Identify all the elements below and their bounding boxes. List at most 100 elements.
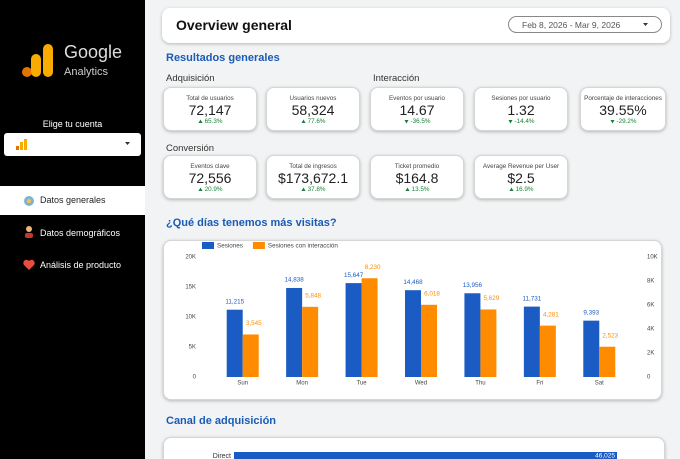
kpi-value: 14.67 [399, 102, 435, 118]
kpi-value: 58,324 [291, 102, 335, 118]
kpi-label: Total de usuarios [186, 95, 234, 102]
logo-subtitle: Analytics [64, 66, 109, 78]
delta-arrow [404, 119, 409, 123]
bar-value-label: 8,230 [365, 264, 381, 271]
kpi-label: Total de ingresos [289, 163, 337, 170]
group-title: Adquisición [166, 73, 215, 84]
page-title: Overview general [176, 17, 292, 33]
y-tick-label: Direct [213, 453, 231, 459]
y2-tick-label: 8K [647, 279, 654, 285]
kpi-card: Porcentaje de interacciones 39.55% -29.2% [580, 87, 666, 131]
bar [226, 309, 243, 377]
nav-item[interactable]: Datos demográficos [40, 228, 121, 238]
caret [643, 23, 648, 26]
bar [302, 306, 319, 377]
delta-arrow [405, 187, 410, 191]
bar-value-label: 11,731 [522, 295, 541, 302]
x-tick-label: Wed [415, 381, 427, 387]
kpi-value: 72,556 [188, 170, 232, 186]
delta-arrow [508, 119, 513, 123]
bar [599, 346, 616, 377]
logo-icon [22, 44, 53, 77]
kpi-delta: 16.9% [475, 186, 567, 193]
bar-value-label: 5,629 [484, 295, 500, 302]
legend-swatch [252, 242, 265, 249]
y2-tick-label: 4K [647, 327, 654, 333]
y2-tick-label: 2K [647, 351, 654, 357]
bar [242, 334, 259, 377]
kpi-delta: 20.9% [164, 186, 256, 193]
bar [405, 290, 421, 377]
bar [539, 325, 556, 377]
bar-value-label: 14,468 [403, 279, 423, 286]
kpi-card: Average Revenue per User $2.5 16.9% [474, 155, 568, 199]
bar [583, 320, 600, 377]
bar-value-label: 6,018 [424, 290, 440, 297]
nav-icons [23, 196, 35, 270]
sidebar: Google Analytics Elige tu cuenta Datos g… [0, 0, 145, 459]
account-label: Elige tu cuenta [42, 119, 103, 129]
kpi-value: 72,147 [188, 102, 232, 118]
account-icon [16, 139, 27, 150]
bar-value-label: 4,281 [543, 311, 559, 318]
kpi-delta: 37.8% [267, 186, 359, 193]
bar [345, 283, 362, 377]
kpi-card: Ticket promedio $164.8 13.5% [370, 155, 464, 199]
bar [234, 452, 617, 459]
kpi-label: Porcentaje de interacciones [584, 95, 662, 102]
kpi-label: Sesiones por usuario [491, 95, 551, 102]
group-title: Interacción [373, 73, 420, 84]
legend-label: Sesiones [217, 243, 243, 250]
y-tick-label: 10K [185, 315, 196, 321]
x-tick-label: Fri [536, 381, 543, 387]
logo-title: Google [64, 42, 123, 62]
group-title: Conversión [166, 143, 215, 154]
legend-label: Sesiones con interacción [268, 243, 339, 250]
kpi-delta: 77.6% [267, 118, 359, 125]
kpi-delta: -29.2% [581, 118, 665, 125]
chart-title: Canal de adquisición [166, 415, 276, 427]
chart-title: ¿Qué días tenemos más visitas? [166, 217, 337, 229]
bar [361, 278, 378, 377]
bar [480, 309, 497, 377]
account-select[interactable] [4, 133, 141, 156]
kpi-delta: -36.5% [371, 118, 463, 125]
x-tick-label: Sun [237, 381, 248, 387]
kpi-delta: 13.5% [371, 186, 463, 193]
date-range: Feb 8, 2026 - Mar 9, 2026 [522, 20, 621, 30]
nav-item[interactable]: Análisis de producto [40, 260, 122, 270]
delta-arrow [301, 187, 306, 191]
kpi-delta: -14.4% [475, 118, 567, 125]
bar [464, 293, 481, 377]
kpi-card: Eventos por usuario 14.67 -36.5% [370, 87, 464, 131]
y2-tick-label: 10K [647, 255, 658, 261]
bar [523, 306, 540, 377]
x-tick-label: Sat [595, 381, 604, 387]
y-tick-label: 15K [185, 285, 196, 291]
kpi-card: Eventos clave 72,556 20.9% [163, 155, 257, 199]
x-tick-label: Tue [357, 381, 368, 387]
bar-value-label: 5,848 [305, 292, 321, 299]
delta-arrow [509, 187, 514, 191]
kpi-value: 1.32 [507, 102, 535, 118]
legend-swatch [202, 242, 214, 249]
header-card: Overview general Feb 8, 2026 - Mar 9, 20… [162, 8, 670, 43]
kpi-label: Eventos por usuario [388, 95, 445, 102]
y-tick-label: 0 [193, 375, 197, 381]
date-picker[interactable]: Feb 8, 2026 - Mar 9, 2026 [508, 16, 662, 33]
kpi-card: Usuarios nuevos 58,324 77.6% [266, 87, 360, 131]
delta-arrow [198, 119, 203, 123]
delta-arrow [610, 119, 615, 123]
x-tick-label: Mon [296, 381, 308, 387]
bar-value-label: 15,647 [344, 272, 364, 279]
y2-tick-label: 0 [647, 375, 651, 381]
y2-tick-label: 6K [647, 303, 654, 309]
kpi-card: Sesiones por usuario 1.32 -14.4% [474, 87, 568, 131]
kpi-label: Eventos clave [190, 163, 230, 170]
y-tick-label: 20K [185, 255, 196, 261]
kpi-value: $2.5 [507, 170, 535, 186]
y-tick-label: 5K [189, 345, 196, 351]
bar-value-label: 46,025 [595, 453, 615, 459]
bar [421, 304, 437, 377]
